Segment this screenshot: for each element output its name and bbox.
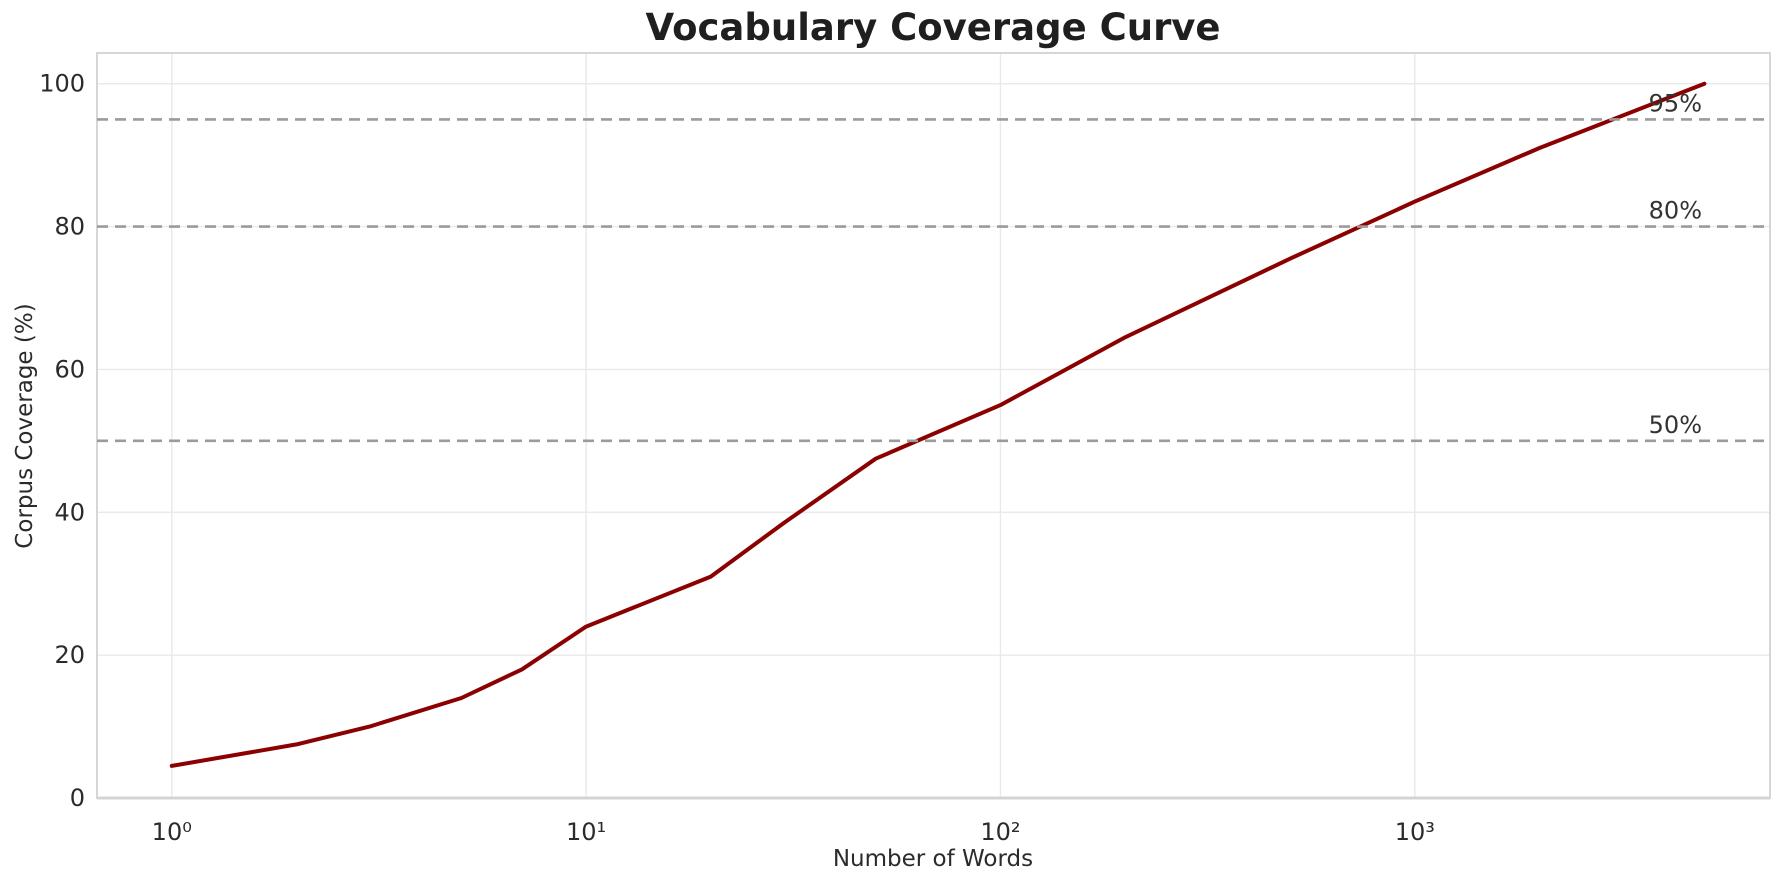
y-tick-label: 60 [54, 355, 85, 383]
y-tick-label: 0 [70, 784, 85, 812]
tick-labels-layer: 0 20 40 60 80 100 10⁰ 10¹ 10² 10³ 50% 80% 95% [39, 70, 1702, 846]
x-tick-label: 10¹ [566, 818, 606, 846]
series-layer [169, 81, 1707, 768]
y-tick-label: 100 [39, 70, 85, 98]
vocabulary-coverage-curve [169, 81, 1707, 768]
y-tick-label: 80 [54, 213, 85, 241]
grid-layer [97, 53, 1770, 799]
reference-lines-layer [97, 118, 1770, 443]
reference-label-80: 80% [1649, 197, 1702, 225]
y-tick-label: 40 [54, 498, 85, 526]
x-tick-label: 10⁰ [152, 818, 192, 846]
x-tick-label: 10³ [1395, 818, 1435, 846]
reference-label-50: 50% [1649, 411, 1702, 439]
y-tick-label: 20 [54, 641, 85, 669]
axes-spines-layer [96, 52, 1771, 800]
x-axis-label: Number of Words [833, 846, 1033, 872]
reference-label-95: 95% [1649, 89, 1702, 117]
y-axis-label: Corpus Coverage (%) [12, 303, 38, 548]
x-tick-label: 10² [980, 818, 1020, 846]
chart-title: Vocabulary Coverage Curve [645, 6, 1220, 49]
plot-border [96, 52, 1771, 799]
